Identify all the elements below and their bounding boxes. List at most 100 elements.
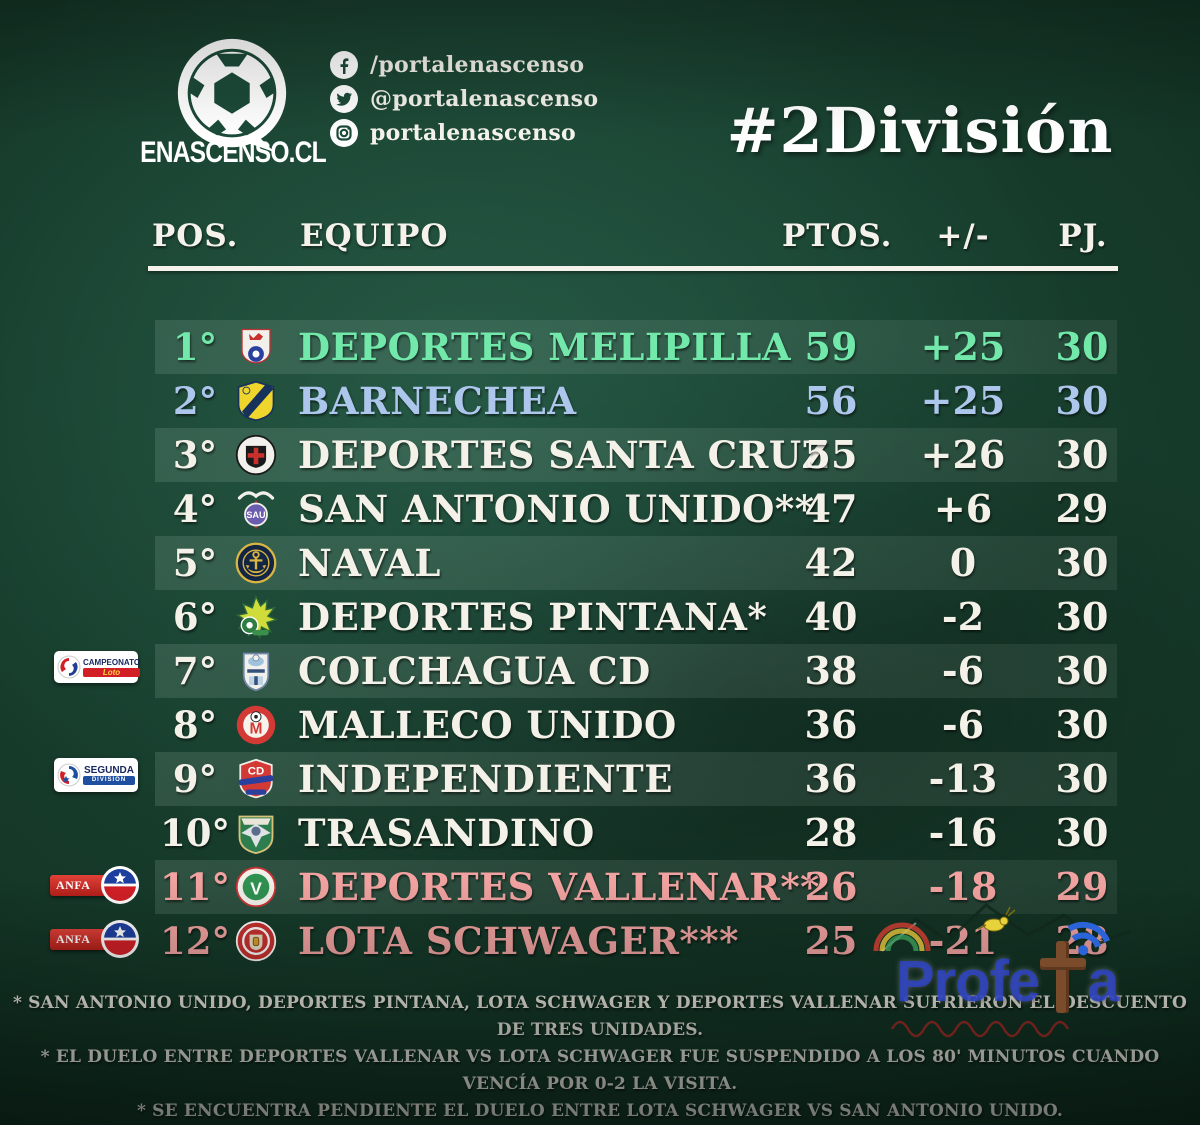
- deportes-santa-cruz-crest: [230, 431, 282, 479]
- points: 38: [804, 648, 858, 693]
- row-position: 10°: [160, 811, 230, 855]
- team-name: INDEPENDIENTE: [298, 757, 673, 801]
- san-antonio-unido-crest: SAU: [230, 485, 282, 533]
- independiente-crest: CD: [230, 755, 282, 803]
- points: 26: [804, 864, 858, 909]
- table-row: ANFA 11° V DEPORTES VALLENAR** 26 -18 29: [0, 860, 1200, 914]
- points: 36: [804, 756, 858, 801]
- footnote-1: * SAN ANTONIO UNIDO, DEPORTES PINTANA, L…: [12, 993, 1188, 1040]
- points: 36: [804, 702, 858, 747]
- table-row: ANFA 12° LOTA SCHWAGER*** 25 -21 28: [0, 914, 1200, 968]
- games-played: 30: [1055, 324, 1109, 369]
- svg-text:M: M: [250, 720, 263, 737]
- games-played: 30: [1055, 756, 1109, 801]
- table-row: 6° DEPORTES PINTANA* 40 -2 30: [0, 590, 1200, 644]
- header-pj: PJ.: [1058, 218, 1108, 254]
- team-name: BARNECHEA: [298, 379, 577, 423]
- deportes-melipilla-crest: [230, 323, 282, 371]
- header-pts: PTOS.: [782, 218, 893, 254]
- anfa-label: ANFA: [56, 932, 91, 946]
- games-played: 28: [1055, 918, 1109, 963]
- points: 56: [804, 378, 858, 423]
- row-position: 2°: [172, 379, 218, 423]
- table-row: 7° COLCHAGUA CD 38 -6 30: [0, 644, 1200, 698]
- header-rule: [148, 266, 1118, 271]
- table-row: 4° SAU SAN ANTONIO UNIDO** 47 +6 29: [0, 482, 1200, 536]
- chile-federation-crest-icon: [101, 866, 139, 904]
- naval-crest: [230, 539, 282, 587]
- colchagua-cd-crest: [230, 647, 282, 695]
- points: 28: [804, 810, 858, 855]
- games-played: 30: [1055, 810, 1109, 855]
- team-name: DEPORTES PINTANA*: [298, 595, 768, 639]
- goal-diff: +6: [933, 486, 993, 531]
- table-row: 8° M MALLECO UNIDO 36 -6 30: [0, 698, 1200, 752]
- games-played: 30: [1055, 540, 1109, 585]
- games-played: 30: [1055, 432, 1109, 477]
- deportes-pintana-crest: [230, 593, 282, 641]
- header-diff: +/-: [936, 218, 990, 254]
- header-pos: POS.: [152, 218, 239, 254]
- facebook-handle: /portalenascenso: [370, 52, 585, 78]
- instagram-handle: portalenascenso: [370, 120, 577, 146]
- goal-diff: -13: [928, 756, 998, 801]
- site-wordmark: ENASCENSO.CL: [140, 136, 326, 169]
- team-name: DEPORTES SANTA CRUZ: [298, 433, 830, 477]
- team-name: DEPORTES VALLENAR**: [298, 865, 821, 909]
- team-name: NAVAL: [298, 541, 441, 585]
- table-row: SEGUNDA DIVISIÓN 2° BARNECHEA 56 +25 30: [0, 374, 1200, 792]
- page-title: #2División: [726, 93, 1114, 167]
- points: 59: [804, 324, 858, 369]
- table-row: 9° CD INDEPENDIENTE 36 -13 30: [0, 752, 1200, 806]
- instagram-link[interactable]: portalenascenso: [330, 118, 598, 148]
- row-position: 7°: [172, 649, 218, 693]
- goal-diff: +25: [920, 324, 1006, 369]
- team-name: MALLECO UNIDO: [298, 703, 677, 747]
- twitter-link[interactable]: @portalenascenso: [330, 84, 598, 114]
- points: 40: [804, 594, 858, 639]
- svg-text:SAU: SAU: [246, 510, 266, 520]
- games-played: 30: [1055, 702, 1109, 747]
- footnotes: * SAN ANTONIO UNIDO, DEPORTES PINTANA, L…: [0, 990, 1200, 1125]
- footnote-2: * EL DUELO ENTRE DEPORTES VALLENAR VS LO…: [40, 1047, 1160, 1094]
- footnote-3: * SE ENCUENTRA PENDIENTE EL DUELO ENTRE …: [136, 1101, 1064, 1121]
- table-row: 5° NAVAL 42 0 30: [0, 536, 1200, 590]
- row-position: 5°: [172, 541, 218, 585]
- social-links: /portalenascenso @portalenascenso portal…: [330, 50, 598, 152]
- team-name: COLCHAGUA CD: [298, 649, 651, 693]
- goal-diff: -16: [928, 810, 998, 855]
- chile-federation-crest-icon: [101, 920, 139, 958]
- header-team: EQUIPO: [300, 218, 449, 254]
- goal-diff: 0: [949, 540, 977, 585]
- games-played: 29: [1055, 864, 1109, 909]
- svg-text:CD: CD: [248, 766, 264, 778]
- row-position: 12°: [160, 919, 230, 963]
- anfa-label: ANFA: [56, 878, 91, 892]
- lota-schwager-crest: [230, 917, 282, 965]
- goal-diff: -6: [941, 702, 985, 747]
- twitter-handle: @portalenascenso: [370, 86, 599, 112]
- goal-diff: -21: [928, 918, 998, 963]
- table-row: CAMPEONATO Loto 1° DEPORTES MELIPILLA 59…: [0, 320, 1200, 683]
- row-position: 3°: [172, 433, 218, 477]
- team-name: LOTA SCHWAGER***: [298, 919, 739, 963]
- points: 42: [804, 540, 858, 585]
- games-played: 30: [1055, 378, 1109, 423]
- barnechea-crest: [230, 377, 282, 425]
- goal-diff: +26: [920, 432, 1006, 477]
- team-name: TRASANDINO: [298, 811, 595, 855]
- row-position: 9°: [172, 757, 218, 801]
- table-header: POS. EQUIPO PTOS. +/- PJ.: [0, 218, 1200, 264]
- facebook-link[interactable]: /portalenascenso: [330, 50, 598, 80]
- instagram-icon: [330, 119, 358, 147]
- goal-diff: -18: [928, 864, 998, 909]
- facebook-icon: [330, 51, 358, 79]
- goal-diff: +25: [920, 378, 1006, 423]
- twitter-icon: [330, 85, 358, 113]
- row-position: 1°: [172, 325, 218, 369]
- malleco-unido-crest: M: [230, 701, 282, 749]
- trasandino-crest: [230, 809, 282, 857]
- table-row: 10° TRASANDINO 28 -16 30: [0, 806, 1200, 860]
- team-name: SAN ANTONIO UNIDO**: [298, 487, 815, 531]
